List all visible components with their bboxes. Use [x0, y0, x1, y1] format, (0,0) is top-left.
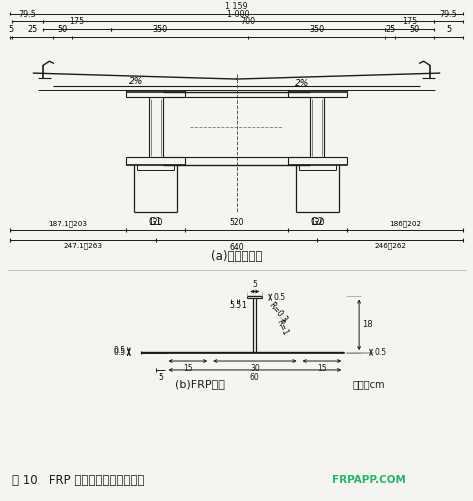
Text: R=0.3: R=0.3 — [267, 301, 289, 325]
Text: 120: 120 — [149, 218, 163, 227]
Text: 175: 175 — [70, 18, 85, 27]
Text: 5.5: 5.5 — [229, 301, 242, 310]
Text: 0.5: 0.5 — [114, 346, 126, 355]
Text: 30: 30 — [250, 364, 260, 373]
Text: 15: 15 — [183, 364, 193, 373]
Text: 50: 50 — [410, 26, 420, 35]
Text: 1 159: 1 159 — [225, 2, 248, 11]
Text: 640: 640 — [229, 243, 244, 252]
Text: 2%: 2% — [296, 79, 310, 88]
Text: 5: 5 — [158, 373, 163, 382]
Text: R=1: R=1 — [275, 318, 290, 337]
Text: 1: 1 — [241, 301, 246, 310]
Text: 0.5: 0.5 — [273, 293, 285, 302]
Text: 350: 350 — [309, 26, 324, 35]
Text: 图 10   FRP 材料组合桥面板的桥棁: 图 10 FRP 材料组合桥面板的桥棁 — [12, 473, 144, 486]
Text: 25: 25 — [27, 26, 37, 35]
Text: 60: 60 — [250, 373, 260, 382]
Text: 175: 175 — [402, 18, 417, 27]
Text: (a)横截面布置: (a)横截面布置 — [211, 250, 262, 263]
Text: 0.5: 0.5 — [114, 348, 126, 357]
Text: FRPAPP.COM: FRPAPP.COM — [332, 475, 406, 485]
Text: 25: 25 — [385, 26, 395, 35]
Text: 700: 700 — [241, 18, 256, 27]
Text: 5: 5 — [446, 26, 451, 35]
Text: (b)FRP底板: (b)FRP底板 — [175, 379, 225, 389]
Text: 120: 120 — [310, 218, 324, 227]
Text: 246～262: 246～262 — [374, 243, 406, 249]
Text: 187.1～203: 187.1～203 — [48, 220, 87, 227]
Text: 79.5: 79.5 — [440, 10, 458, 19]
Text: 5: 5 — [253, 280, 257, 289]
Text: G2: G2 — [311, 217, 324, 227]
Text: 1 000: 1 000 — [227, 10, 250, 19]
Text: 247.1～263: 247.1～263 — [63, 243, 102, 249]
Text: 5: 5 — [8, 26, 13, 35]
Text: 350: 350 — [153, 26, 168, 35]
Text: G1: G1 — [149, 217, 162, 227]
Text: 50: 50 — [57, 26, 67, 35]
Text: 15: 15 — [317, 364, 327, 373]
Text: 79.5: 79.5 — [18, 10, 36, 19]
Text: 18: 18 — [362, 320, 373, 329]
Text: 186～202: 186～202 — [389, 220, 421, 227]
Text: 2%: 2% — [129, 77, 143, 86]
Text: 0.5: 0.5 — [374, 348, 386, 357]
Text: 520: 520 — [229, 218, 244, 227]
Text: 单位：cm: 单位：cm — [353, 379, 385, 389]
